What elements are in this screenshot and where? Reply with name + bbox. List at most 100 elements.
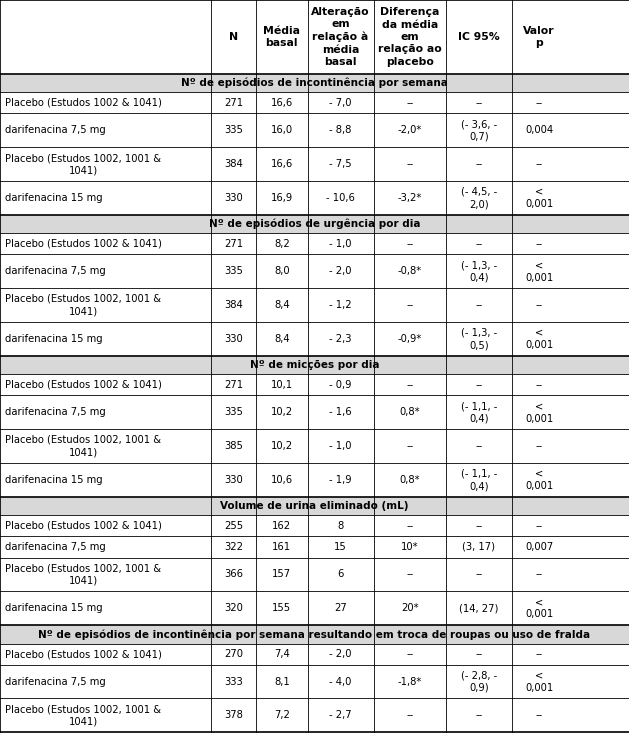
Text: --: --	[406, 300, 413, 310]
Text: N: N	[229, 32, 238, 42]
Bar	[0, 625, 629, 643]
Text: - 2,7: - 2,7	[330, 710, 352, 721]
Text: 330: 330	[224, 475, 243, 485]
Text: 8,1: 8,1	[274, 676, 290, 687]
Text: 7,2: 7,2	[274, 710, 290, 721]
Bar	[0, 643, 629, 665]
Text: 335: 335	[224, 266, 243, 276]
Bar	[0, 255, 629, 289]
Bar	[0, 356, 629, 375]
Text: --: --	[476, 159, 482, 169]
Text: --: --	[535, 98, 543, 108]
Bar	[0, 515, 629, 537]
Bar	[0, 429, 629, 463]
Text: Placebo (Estudos 1002 & 1041): Placebo (Estudos 1002 & 1041)	[5, 521, 162, 531]
Text: (- 1,3, -
0,5): (- 1,3, - 0,5)	[461, 328, 497, 350]
Bar	[0, 395, 629, 429]
Text: --: --	[476, 441, 482, 451]
Text: <
0,001: < 0,001	[525, 670, 553, 693]
Bar	[0, 215, 629, 233]
Bar	[0, 375, 629, 395]
Bar	[0, 537, 629, 558]
Text: 271: 271	[224, 98, 243, 108]
Bar	[0, 0, 629, 74]
Text: darifenacina 7,5 mg: darifenacina 7,5 mg	[5, 676, 106, 687]
Text: --: --	[406, 649, 413, 659]
Text: 10*: 10*	[401, 542, 419, 552]
Text: 333: 333	[224, 676, 243, 687]
Text: --: --	[476, 380, 482, 390]
Text: 162: 162	[272, 521, 291, 531]
Text: - 0,9: - 0,9	[330, 380, 352, 390]
Text: Nº de episódios de incontinência por semana resultando em troca de roupas ou uso: Nº de episódios de incontinência por sem…	[38, 629, 591, 640]
Text: -0,9*: -0,9*	[398, 334, 422, 344]
Text: - 10,6: - 10,6	[326, 193, 355, 203]
Bar	[0, 113, 629, 147]
Text: Média
basal: Média basal	[264, 26, 300, 48]
Text: --: --	[406, 98, 413, 108]
Bar	[0, 497, 629, 515]
Text: <
0,001: < 0,001	[525, 260, 553, 283]
Text: --: --	[476, 570, 482, 579]
Text: darifenacina 15 mg: darifenacina 15 mg	[5, 193, 103, 203]
Text: --: --	[406, 441, 413, 451]
Text: - 8,8: - 8,8	[330, 125, 352, 135]
Bar	[0, 233, 629, 255]
Text: --: --	[406, 380, 413, 390]
Text: 10,2: 10,2	[270, 407, 293, 417]
Text: --: --	[476, 521, 482, 531]
Text: 155: 155	[272, 604, 291, 613]
Text: <
0,001: < 0,001	[525, 187, 553, 209]
Text: --: --	[406, 239, 413, 249]
Text: 8,0: 8,0	[274, 266, 289, 276]
Text: Nº de episódios de urgência por dia: Nº de episódios de urgência por dia	[209, 219, 420, 230]
Bar	[0, 497, 629, 515]
Bar	[0, 322, 629, 356]
Text: --: --	[535, 521, 543, 531]
Text: 385: 385	[224, 441, 243, 451]
Bar	[0, 515, 629, 537]
Bar	[0, 665, 629, 698]
Text: -3,2*: -3,2*	[398, 193, 422, 203]
Text: 335: 335	[224, 125, 243, 135]
Text: -1,8*: -1,8*	[398, 676, 422, 687]
Text: Placebo (Estudos 1002, 1001 &
1041): Placebo (Estudos 1002, 1001 & 1041)	[5, 153, 161, 175]
Text: Placebo (Estudos 1002, 1001 &
1041): Placebo (Estudos 1002, 1001 & 1041)	[5, 435, 161, 457]
Bar	[0, 698, 629, 732]
Text: - 1,2: - 1,2	[330, 300, 352, 310]
Text: (3, 17): (3, 17)	[462, 542, 496, 552]
Bar	[0, 591, 629, 625]
Bar	[0, 395, 629, 429]
Bar	[0, 591, 629, 625]
Text: 0,007: 0,007	[525, 542, 553, 552]
Text: Valor
p: Valor p	[523, 26, 555, 48]
Text: Placebo (Estudos 1002 & 1041): Placebo (Estudos 1002 & 1041)	[5, 239, 162, 249]
Text: --: --	[406, 570, 413, 579]
Bar	[0, 92, 629, 113]
Text: 322: 322	[224, 542, 243, 552]
Bar	[0, 215, 629, 233]
Text: 161: 161	[272, 542, 291, 552]
Text: --: --	[535, 239, 543, 249]
Text: IC 95%: IC 95%	[458, 32, 500, 42]
Bar	[0, 625, 629, 643]
Text: --: --	[535, 441, 543, 451]
Text: Placebo (Estudos 1002, 1001 &
1041): Placebo (Estudos 1002, 1001 & 1041)	[5, 294, 161, 316]
Text: 16,6: 16,6	[270, 159, 293, 169]
Text: 270: 270	[224, 649, 243, 659]
Text: --: --	[476, 98, 482, 108]
Text: --: --	[535, 649, 543, 659]
Text: 16,9: 16,9	[270, 193, 293, 203]
Text: (- 3,6, -
0,7): (- 3,6, - 0,7)	[461, 119, 497, 141]
Text: 10,2: 10,2	[270, 441, 293, 451]
Text: Placebo (Estudos 1002 & 1041): Placebo (Estudos 1002 & 1041)	[5, 649, 162, 659]
Text: --: --	[476, 710, 482, 721]
Text: -2,0*: -2,0*	[398, 125, 422, 135]
Bar	[0, 289, 629, 322]
Bar	[0, 665, 629, 698]
Text: 366: 366	[224, 570, 243, 579]
Text: -0,8*: -0,8*	[398, 266, 422, 276]
Bar	[0, 0, 629, 74]
Text: 7,4: 7,4	[274, 649, 290, 659]
Text: darifenacina 15 mg: darifenacina 15 mg	[5, 334, 103, 344]
